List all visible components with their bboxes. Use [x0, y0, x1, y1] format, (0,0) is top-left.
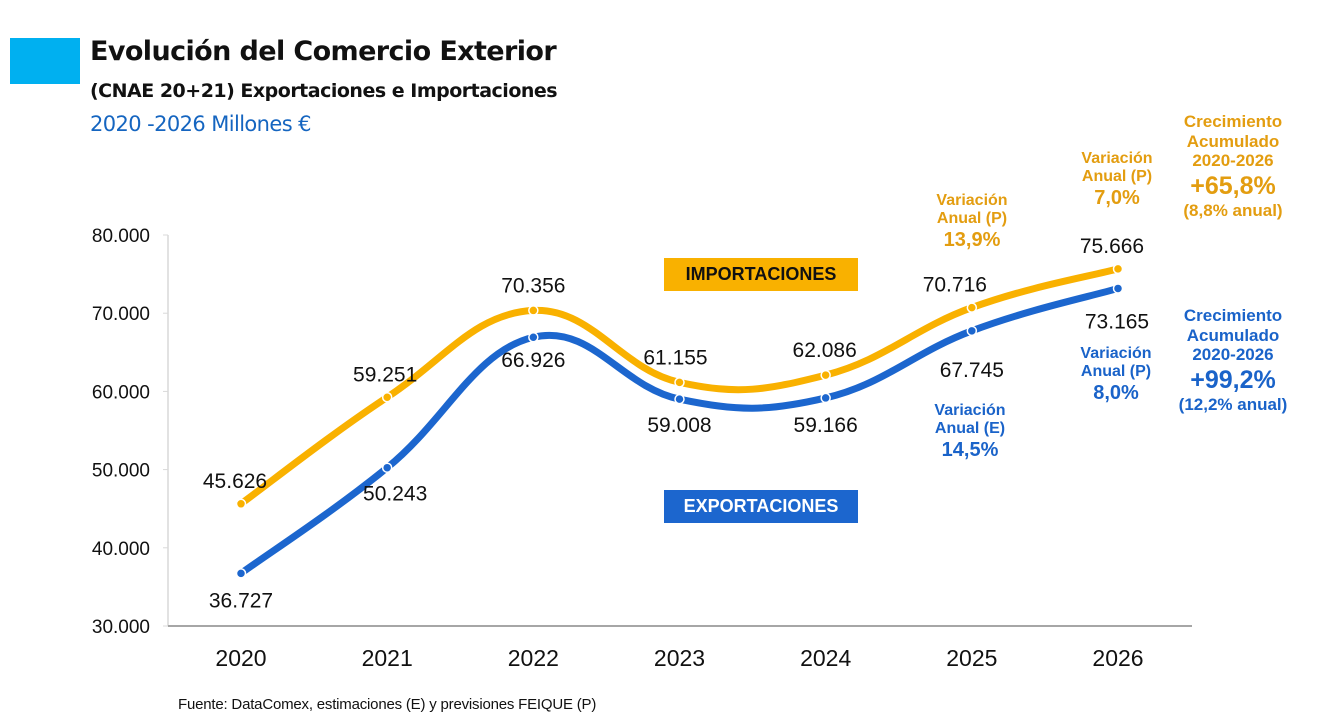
annotation-label: Anual (P): [1080, 363, 1152, 381]
exports-data-label: 59.166: [794, 414, 858, 437]
annotation-label: Variación: [936, 192, 1008, 209]
exports-data-label: 50.243: [363, 483, 427, 506]
annotation-imports-cumulative: Crecimiento Acumulado 2020-2026 +65,8% (…: [1183, 112, 1282, 221]
exports-point: [528, 331, 539, 343]
annotation-label: Acumulado: [1186, 325, 1280, 345]
exports-point: [674, 393, 685, 405]
imports-point: [528, 305, 539, 316]
y-tick-label: 70.000: [92, 304, 150, 325]
exports-data-label: 66.926: [501, 349, 565, 372]
x-tick-label: 2026: [1092, 645, 1143, 671]
exports-data-label: 67.745: [940, 359, 1004, 382]
annotation-value: 7,0%: [1094, 186, 1140, 209]
annotation-label: Crecimiento: [1183, 112, 1283, 131]
source-note: Fuente: DataComex, estimaciones (E) y pr…: [178, 696, 597, 713]
x-tick-label: 2024: [800, 645, 851, 671]
axes: [163, 234, 1192, 627]
annotation-label: Crecimiento: [1183, 306, 1283, 325]
accent-square: [10, 38, 80, 84]
exports-point: [820, 392, 831, 404]
imports-point: [1112, 263, 1124, 275]
imports-point: [820, 369, 831, 381]
exports-data-label: 59.008: [647, 414, 711, 437]
x-tick-label: 2025: [946, 645, 997, 671]
y-tick-labels: 30.000 40.000 50.000 60.000 70.000 80.000: [92, 226, 150, 638]
y-tick-label: 60.000: [92, 382, 150, 403]
annotation-label: Anual (E): [934, 420, 1006, 438]
y-tick-label: 40.000: [92, 539, 150, 560]
annotation-imports-2026: Variación Anual (P) 7,0%: [1081, 150, 1152, 210]
imports-data-label: 75.666: [1080, 235, 1144, 258]
legend-exports: EXPORTACIONES: [664, 490, 858, 523]
y-tick-label: 30.000: [92, 617, 150, 638]
annotation-exports-2026: Variación Anual (P) 8,0%: [1080, 345, 1151, 405]
annotation-value: +99,2%: [1190, 365, 1276, 394]
x-tick-label: 2020: [215, 645, 266, 671]
annotation-imports-2025: Variación Anual (P) 13,9%: [936, 192, 1007, 252]
annotation-value: 8,0%: [1093, 381, 1139, 404]
chart-subtitle: (CNAE 20+21) Exportaciones e Importacion…: [90, 80, 558, 102]
annotation-label: Anual (P): [1081, 168, 1153, 186]
data-labels: 45.626 59.251 70.356 61.155 62.086 70.716 75.6…: [203, 235, 1149, 613]
annotation-label: 2020-2026: [1192, 345, 1274, 365]
annotation-label: Variación: [1080, 345, 1152, 362]
annotation-exports-2025: Variación Anual (E) 14,5%: [934, 402, 1005, 462]
exports-data-label: 73.165: [1085, 310, 1149, 333]
exports-point: [966, 325, 978, 337]
chart-period: 2020 -2026 Millones €: [90, 112, 312, 136]
chart-title: Evolución del Comercio Exterior: [90, 36, 557, 67]
legend-imports: IMPORTACIONES: [664, 258, 858, 291]
imports-data-label: 61.155: [643, 346, 707, 369]
annotation-label: Variación: [1081, 150, 1153, 167]
x-tick-labels: 2020 2021 2022 2023 2024 2025 2026: [215, 645, 1143, 671]
y-tick-label: 50.000: [92, 461, 150, 482]
exports-data-label: 36.727: [209, 589, 273, 612]
x-tick-label: 2021: [362, 645, 413, 671]
imports-data-label: 62.086: [793, 339, 857, 362]
imports-data-label: 59.251: [353, 363, 417, 386]
imports-point: [235, 498, 247, 510]
imports-data-label: 70.716: [923, 274, 987, 297]
annotation-label: Variación: [934, 402, 1006, 419]
y-tick-label: 80.000: [92, 226, 150, 247]
x-tick-label: 2023: [654, 645, 705, 671]
annotation-value: 13,9%: [943, 228, 1001, 251]
annotation-exports-cumulative: Crecimiento Acumulado 2020-2026 +99,2% (…: [1179, 306, 1288, 415]
series-points: [235, 263, 1124, 579]
imports-data-label: 70.356: [501, 274, 565, 297]
annotation-annual: (12,2% anual): [1178, 395, 1288, 415]
exports-point: [381, 462, 393, 473]
imports-data-label: 45.626: [203, 470, 267, 493]
imports-point: [381, 392, 393, 403]
annotation-value: +65,8%: [1190, 171, 1276, 200]
imports-point: [966, 302, 978, 313]
imports-point: [674, 377, 685, 388]
annotation-value: 14,5%: [941, 438, 999, 461]
annotation-label: Acumulado: [1186, 131, 1280, 151]
exports-point: [235, 568, 247, 579]
annotation-annual: (8,8% anual): [1183, 201, 1283, 221]
annotation-label: 2020-2026: [1192, 151, 1274, 171]
exports-point: [1112, 283, 1124, 294]
x-tick-label: 2022: [508, 645, 559, 671]
annotation-label: Anual (P): [936, 210, 1008, 228]
